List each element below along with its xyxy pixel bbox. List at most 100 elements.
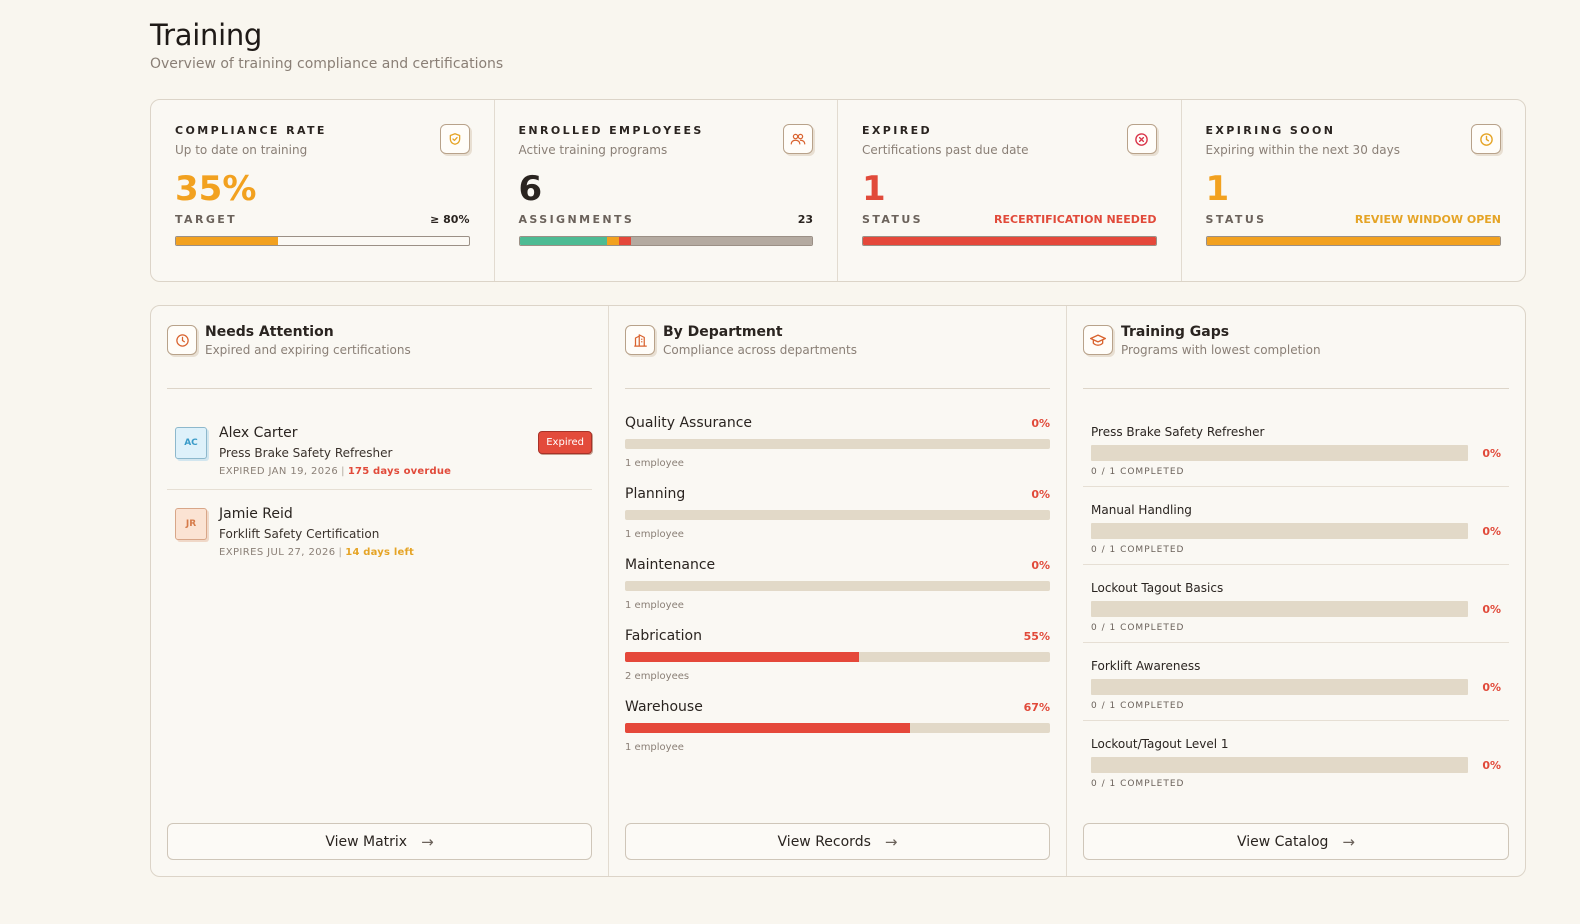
arrow-right-icon: →: [1342, 832, 1355, 851]
completed-count: 0 / 1 COMPLETED: [1091, 545, 1185, 555]
employee-count: 1 employee: [625, 600, 684, 611]
training-gap-row[interactable]: Lockout/Tagout Level 1 0% 0 / 1 COMPLETED: [1083, 721, 1509, 798]
employee-count: 2 employees: [625, 671, 690, 682]
clock-icon: [167, 325, 197, 355]
department-row[interactable]: Warehouse 67% 1 employee: [625, 699, 1050, 753]
department-row[interactable]: Quality Assurance 0% 1 employee: [625, 415, 1050, 469]
stat-compliance-rate: COMPLIANCE RATE Up to date on training 3…: [151, 100, 495, 281]
training-gap-row[interactable]: Press Brake Safety Refresher 0% 0 / 1 COMP…: [1083, 409, 1509, 487]
department-list: Quality Assurance 0% 1 employee Planning 0% 1…: [625, 389, 1050, 753]
department-name: Maintenance: [625, 557, 716, 573]
department-name: Warehouse: [625, 699, 703, 715]
training-gap-row[interactable]: Forklift Awareness 0% 0 / 1 COMPLETED: [1083, 643, 1509, 721]
shield-check-icon[interactable]: [439, 124, 470, 154]
panel-title: By Department: [663, 324, 783, 340]
status-badge: Expired: [538, 431, 592, 454]
page-header: Training Overview of training compliance…: [150, 18, 1526, 72]
expiry-meta: EXPIRED JAN 19, 2026 | 175 days overdue: [219, 466, 584, 477]
stat-label: COMPLIANCE RATE: [175, 124, 327, 137]
stat-row-value: ≥ 80%: [430, 213, 470, 226]
stat-row-value: RECERTIFICATION NEEDED: [994, 213, 1157, 226]
assignment-segment: [618, 237, 631, 245]
avatar: AC: [175, 427, 207, 459]
completion-bar: [1091, 757, 1468, 773]
program-name: Press Brake Safety Refresher: [1091, 425, 1265, 439]
completion-percent: 0%: [1482, 758, 1501, 772]
course-name: Press Brake Safety Refresher: [219, 446, 393, 460]
completion-bar: [1091, 523, 1468, 539]
completion-bar: [1091, 679, 1468, 695]
stat-expired: EXPIRED Certifications past due date 1 S…: [838, 100, 1182, 281]
panel-header: Needs Attention Expired and expiring cer…: [167, 322, 592, 389]
stat-row-label: ASSIGNMENTS: [518, 213, 635, 226]
list-item[interactable]: JR Jamie Reid Forklift Safety Certificat…: [167, 490, 592, 570]
employee-name: Alex Carter: [219, 425, 298, 441]
days-left-note: 14 days left: [345, 547, 414, 558]
department-percent: 0%: [1031, 559, 1050, 572]
panel-header: By Department Compliance across departme…: [625, 322, 1050, 389]
view-records-button[interactable]: View Records →: [625, 823, 1050, 860]
completion-bar: [1091, 601, 1468, 617]
page-subtitle: Overview of training compliance and cert…: [150, 56, 504, 72]
program-name: Forklift Awareness: [1091, 659, 1201, 673]
stat-label: EXPIRED: [862, 124, 933, 137]
expiry-date: EXPIRED JAN 19, 2026: [219, 466, 339, 477]
department-progress-bar: [625, 510, 1050, 520]
x-circle-icon[interactable]: [1126, 124, 1157, 154]
page-title: Training: [150, 18, 263, 52]
list-item[interactable]: AC Alex Carter Press Brake Safety Refres…: [167, 409, 592, 490]
department-row[interactable]: Fabrication 55% 2 employees: [625, 628, 1050, 682]
employee-count: 1 employee: [625, 742, 684, 753]
expiry-date: EXPIRES JUL 27, 2026: [219, 547, 336, 558]
stat-label: EXPIRING SOON: [1205, 124, 1336, 137]
stat-value: 35%: [175, 169, 257, 209]
button-label: View Records: [777, 833, 871, 850]
stat-desc: Certifications past due date: [862, 143, 1029, 157]
completion-percent: 0%: [1482, 524, 1501, 538]
users-icon[interactable]: [783, 124, 813, 154]
employee-name: Jamie Reid: [219, 506, 293, 522]
stat-label: ENROLLED EMPLOYEES: [518, 124, 704, 137]
avatar: JR: [175, 508, 207, 540]
needs-attention-panel: Needs Attention Expired and expiring cer…: [151, 306, 609, 876]
by-department-panel: By Department Compliance across departme…: [609, 306, 1067, 876]
panel-title: Training Gaps: [1121, 324, 1230, 340]
stat-row-label: TARGET: [175, 213, 238, 226]
department-percent: 0%: [1031, 417, 1050, 430]
department-percent: 0%: [1031, 488, 1050, 501]
training-gap-row[interactable]: Manual Handling 0% 0 / 1 COMPLETED: [1083, 487, 1509, 565]
department-progress-fill: [625, 652, 859, 662]
department-progress-bar: [625, 723, 1050, 733]
employee-count: 1 employee: [625, 529, 684, 540]
panel-desc: Expired and expiring certifications: [205, 343, 411, 357]
stat-row-value: REVIEW WINDOW OPEN: [1354, 213, 1501, 226]
completed-count: 0 / 1 COMPLETED: [1091, 701, 1185, 711]
department-progress-bar: [625, 581, 1050, 591]
completion-percent: 0%: [1482, 602, 1501, 616]
panels-card: Needs Attention Expired and expiring cer…: [150, 305, 1526, 877]
completion-percent: 0%: [1482, 680, 1501, 694]
completed-count: 0 / 1 COMPLETED: [1091, 467, 1185, 477]
stat-row-value: 23: [797, 213, 813, 226]
graduation-cap-icon: [1083, 325, 1113, 355]
clock-icon[interactable]: [1471, 124, 1501, 154]
arrow-right-icon: →: [421, 832, 434, 851]
building-icon: [625, 325, 655, 355]
stat-enrolled-employees: ENROLLED EMPLOYEES Active training progr…: [495, 100, 838, 281]
expired-progress-bar: [862, 236, 1157, 246]
training-gaps-panel: Training Gaps Programs with lowest compl…: [1067, 306, 1525, 876]
department-row[interactable]: Maintenance 0% 1 employee: [625, 557, 1050, 611]
department-row[interactable]: Planning 0% 1 employee: [625, 486, 1050, 540]
assignment-segment: [630, 237, 812, 245]
completed-count: 0 / 1 COMPLETED: [1091, 779, 1185, 789]
department-percent: 55%: [1023, 630, 1050, 643]
program-name: Lockout Tagout Basics: [1091, 581, 1224, 595]
view-matrix-button[interactable]: View Matrix →: [167, 823, 592, 860]
stat-value: 1: [1205, 169, 1230, 209]
arrow-right-icon: →: [884, 832, 898, 851]
stat-desc: Up to date on training: [175, 143, 308, 157]
department-name: Quality Assurance: [625, 415, 753, 431]
view-catalog-button[interactable]: View Catalog →: [1083, 823, 1509, 860]
training-gap-row[interactable]: Lockout Tagout Basics 0% 0 / 1 COMPLETED: [1083, 565, 1509, 643]
completion-bar: [1091, 445, 1468, 461]
